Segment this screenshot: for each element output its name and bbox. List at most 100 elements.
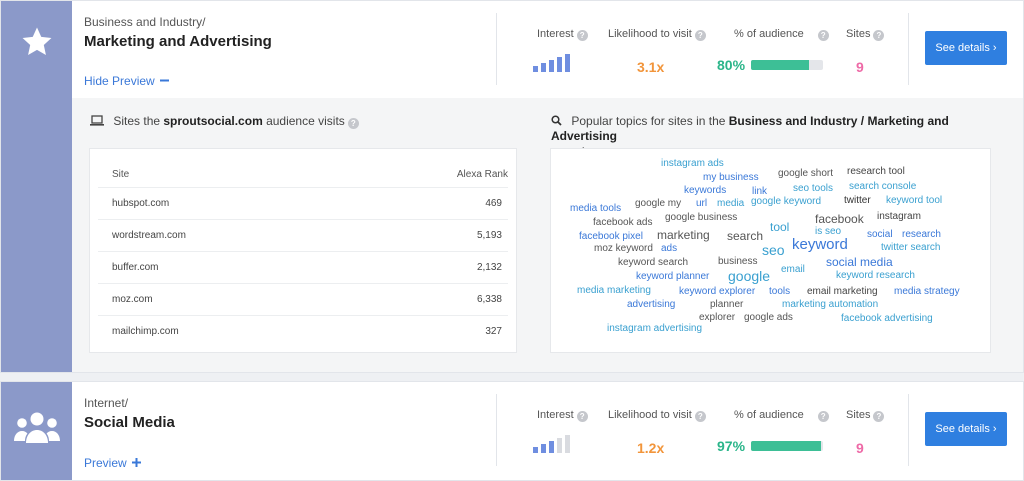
interest-label: Interest? [537,409,588,422]
sites-section-title: Sites the sproutsocial.com audience visi… [90,114,359,129]
likelihood-value: 3.1x [637,59,665,75]
topic-word: seo [762,242,785,258]
search-icon [551,115,562,126]
topic-word: moz keyword [594,243,653,254]
laptop-icon [90,115,104,126]
minus-icon [160,79,170,82]
help-icon[interactable]: ? [873,30,885,41]
help-icon[interactable]: ? [694,30,706,41]
topic-word: social [867,229,893,240]
table-row: mailchimp.com 327 [98,315,508,346]
likelihood-label: Likelihood to visit? [608,409,706,422]
topic-word: keyword search [618,257,689,268]
interest-bar [557,438,562,453]
topic-word: is seo [815,226,842,237]
site-name: moz.com [112,294,153,305]
topic-word: ads [661,243,678,254]
audience-label: % of audience? [734,28,829,41]
topic-word: instagram advertising [607,323,703,334]
topics-section-title: Popular topics for sites in the Business… [551,114,991,159]
audience-bar-fill [751,60,809,70]
topic-word: search [727,229,764,243]
help-icon[interactable]: ? [817,30,829,41]
topic-word: keyword [792,236,848,253]
category-rail [1,1,72,372]
help-icon[interactable]: ? [576,30,588,41]
topic-word: social media [826,255,893,269]
topic-word: url [696,198,708,209]
interest-bar [533,66,538,72]
interest-bar [541,63,546,72]
help-icon[interactable]: ? [347,118,359,129]
interest-bar [565,54,570,72]
help-icon[interactable]: ? [694,411,706,422]
help-icon[interactable]: ? [576,411,588,422]
category-breadcrumb: Business and Industry/ [84,15,206,29]
category-title-block: Business and Industry/ Marketing and Adv… [84,15,272,50]
category-card-marketing: Business and Industry/ Marketing and Adv… [0,0,1024,373]
alexa-rank: 2,132 [476,262,502,273]
sites-label: Sites? [846,28,885,41]
topic-word: my business [703,172,759,183]
topic-word: tools [769,286,791,297]
topic-word: planner [710,299,744,310]
topic-word: twitter [844,195,871,206]
topic-word: media [717,198,745,209]
topic-word: facebook advertising [841,313,933,324]
see-details-button[interactable]: See details › [925,412,1007,446]
interest-bar [541,444,546,453]
divider [496,394,497,466]
preview-panel: Sites the sproutsocial.com audience visi… [72,98,1023,372]
interest-bars [533,54,570,72]
topic-word: business [718,256,758,267]
table-row: moz.com 6,338 [98,283,508,314]
topic-word: google short [778,168,834,179]
audience-label: % of audience? [734,409,829,422]
interest-bar [533,447,538,453]
divider [908,394,909,466]
topic-word: google business [665,212,738,223]
interest-bar [549,60,554,72]
topic-word: link [752,186,768,197]
site-name: buffer.com [112,262,159,273]
topic-word: facebook [815,212,864,226]
interest-bars [533,435,570,453]
alexa-rank: 469 [485,198,502,209]
audience-bar-fill [751,441,821,451]
audience-value: 97% [717,438,746,454]
topic-word: search console [849,181,917,192]
topic-word: email marketing [807,286,878,297]
category-title: Marketing and Advertising [84,33,272,50]
topic-word: advertising [627,299,676,310]
star-icon [22,27,51,56]
topic-word: research tool [847,166,905,177]
likelihood-label: Likelihood to visit? [608,28,706,41]
help-icon[interactable]: ? [873,411,885,422]
topic-word: keywords [684,185,727,196]
topic-word-cloud: instagram ads my business google short rese… [550,148,991,353]
topic-word: google [728,268,771,284]
sites-value: 9 [856,440,864,456]
interest-bar [557,57,562,72]
interest-label: Interest? [537,28,588,41]
preview-link[interactable]: Preview [84,456,142,470]
table-header: Site Alexa Rank [112,161,508,189]
category-title-block: Internet/ Social Media [84,396,175,431]
audience-bar [751,60,823,70]
preview-label: Preview [84,456,127,470]
hide-preview-link[interactable]: Hide Preview [84,74,170,88]
table-row: buffer.com 2,132 [98,251,508,282]
table-row: wordstream.com 5,193 [98,219,508,250]
people-icon [13,412,60,443]
audience-value: 80% [717,57,746,73]
topic-word: tool [770,220,790,234]
category-rail [1,382,72,480]
topic-word: google ads [744,312,793,323]
topic-word: research [902,229,941,240]
sites-table: Site Alexa Rank hubspot.com 469 wordstrea… [89,148,517,353]
divider [496,13,497,85]
help-icon[interactable]: ? [817,411,829,422]
interest-bar [565,435,570,453]
category-title: Social Media [84,414,175,431]
see-details-button[interactable]: See details › [925,31,1007,65]
